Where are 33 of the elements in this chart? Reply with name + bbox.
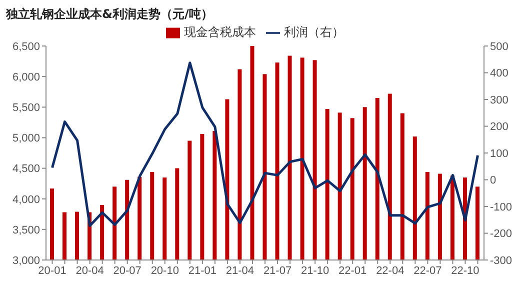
y2-tick-label: 500 bbox=[490, 40, 508, 53]
x-tick-label: 20-01 bbox=[38, 264, 66, 277]
x-tick-label: 21-01 bbox=[188, 264, 216, 277]
legend-label: 利润（右） bbox=[284, 25, 344, 39]
y2-tick-label: 300 bbox=[490, 94, 508, 106]
y2-tick-label: -300 bbox=[490, 254, 512, 267]
y-tick-label: 5,500 bbox=[12, 102, 40, 114]
legend-label: 现金含税成本 bbox=[184, 25, 256, 39]
y-tick-label: 6,000 bbox=[12, 71, 40, 84]
x-tick-label: 21-10 bbox=[300, 264, 330, 277]
y-tick-label: 6,500 bbox=[12, 40, 40, 53]
y2-tick-label: 0 bbox=[490, 174, 496, 187]
x-tick-label: 20-04 bbox=[76, 264, 104, 277]
x-tick-label: 20-07 bbox=[113, 264, 142, 277]
y-tick-label: 4,500 bbox=[12, 163, 40, 176]
y-tick-label: 4,000 bbox=[12, 194, 40, 206]
x-tick-label: 21-07 bbox=[263, 264, 292, 277]
x-tick-label: 22-07 bbox=[414, 264, 442, 277]
y2-tick-label: -100 bbox=[490, 201, 512, 214]
chart-title: 独立轧钢企业成本&利润走势（元/吨） bbox=[6, 6, 213, 23]
y2-tick-label: 400 bbox=[490, 68, 508, 80]
x-tick-label: 22-10 bbox=[451, 264, 480, 277]
x-tick-label: 21-04 bbox=[226, 264, 254, 277]
y-tick-label: 3,500 bbox=[12, 224, 40, 236]
x-tick-label: 22-01 bbox=[338, 264, 367, 277]
x-tick-label: 20-10 bbox=[150, 264, 179, 277]
y-tick-label: 5,000 bbox=[12, 132, 40, 145]
line-series bbox=[51, 62, 479, 228]
y-tick-label: 3,000 bbox=[12, 254, 40, 267]
y2-tick-label: -200 bbox=[490, 228, 512, 240]
y2-tick-label: 100 bbox=[490, 148, 508, 160]
x-tick-label: 22-04 bbox=[376, 264, 404, 277]
y2-tick-label: 200 bbox=[490, 121, 508, 134]
